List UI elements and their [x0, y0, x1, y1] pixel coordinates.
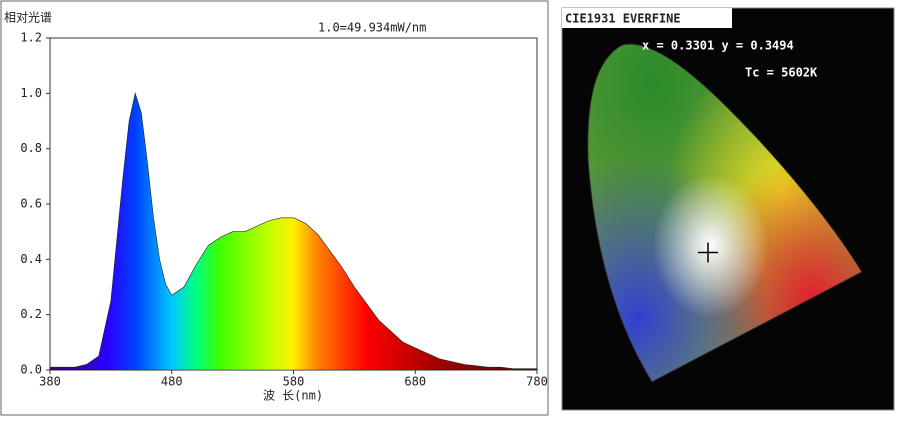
y-tick-label: 0.0 — [20, 363, 42, 377]
y-tick-label: 0.4 — [20, 252, 42, 266]
cie-title-bg — [562, 8, 732, 28]
chromaticity-point — [698, 242, 719, 263]
cie-title: CIE1931 EVERFINE — [565, 12, 681, 26]
spectrum-area — [49, 92, 538, 371]
x-tick-label: 680 — [404, 375, 426, 389]
y-tick-label: 1.2 — [20, 31, 42, 45]
x-axis-label: 波 长(nm) — [263, 389, 323, 403]
cct-label: Tc = 5602K — [745, 66, 818, 80]
x-tick-label: 380 — [39, 375, 61, 389]
y-tick-label: 1.0 — [20, 86, 42, 100]
x-tick-label: 580 — [283, 375, 305, 389]
x-tick-label: 780 — [526, 375, 548, 389]
y-tick-label: 0.8 — [20, 141, 42, 155]
y-tick-label: 0.2 — [20, 307, 42, 321]
y-tick-label: 0.6 — [20, 197, 42, 211]
chart-title: 相对光谱 — [4, 11, 52, 25]
x-tick-label: 480 — [161, 375, 183, 389]
locus-outline — [587, 43, 863, 383]
annotation: 1.0=49.934mW/nm — [318, 21, 426, 35]
coords-label: x = 0.3301 y = 0.3494 — [642, 39, 794, 53]
